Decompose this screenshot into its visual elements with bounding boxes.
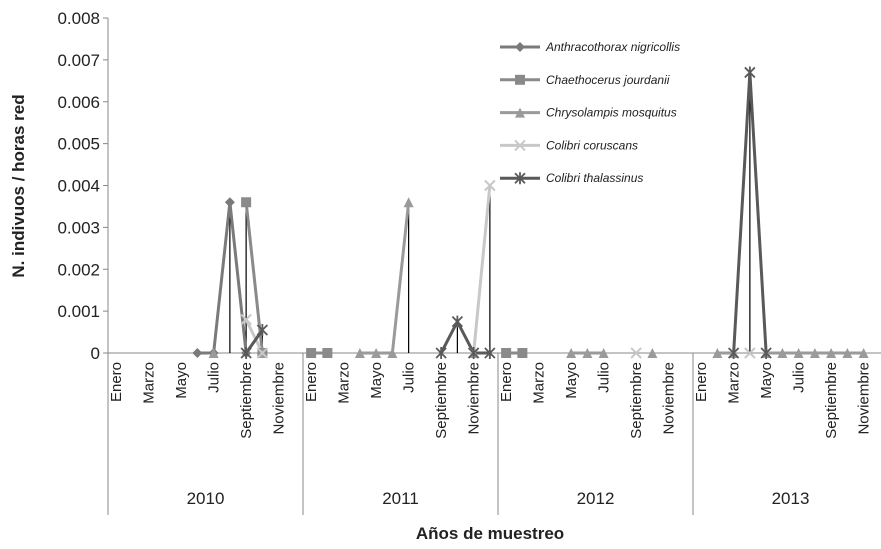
- y-tick-label: 0.005: [57, 135, 100, 154]
- x-tick-label: Enero: [693, 362, 710, 402]
- marker: [514, 139, 526, 152]
- x-tick-label: Noviembre: [466, 362, 483, 435]
- group-label: 2010: [187, 489, 225, 508]
- marker: [467, 347, 480, 359]
- x-tick-label: Mayo: [758, 362, 775, 399]
- marker: [484, 179, 496, 192]
- marker: [760, 347, 772, 359]
- marker: [224, 197, 235, 208]
- series-line: [472, 185, 492, 354]
- legend-label: Colibri coruscans: [546, 138, 638, 152]
- marker: [387, 348, 398, 358]
- legend-label: Anthracothorax nigricollis: [545, 40, 680, 54]
- marker: [842, 348, 853, 358]
- marker: [515, 74, 525, 85]
- x-tick-label: Julio: [206, 362, 223, 393]
- legend-label: Chrysolampis mosquitus: [546, 106, 677, 120]
- x-tick-label: Septiembre: [823, 362, 840, 439]
- marker: [306, 348, 317, 358]
- y-tick-label: 0.008: [57, 9, 100, 28]
- marker: [647, 348, 658, 358]
- y-tick-label: 0.001: [57, 302, 100, 321]
- x-tick-label: Marzo: [531, 362, 548, 404]
- group-label: 2013: [772, 489, 810, 508]
- x-tick-label: Enero: [498, 362, 515, 402]
- y-tick-label: 0.003: [57, 218, 100, 237]
- series-line: [439, 318, 490, 355]
- y-tick-label: 0.002: [57, 260, 100, 279]
- group-label: 2012: [577, 489, 615, 508]
- marker: [517, 348, 528, 358]
- group-label: 2011: [382, 489, 419, 508]
- y-tick-label: 0.007: [57, 51, 100, 70]
- x-tick-label: Enero: [303, 362, 320, 402]
- x-tick-label: Marzo: [141, 362, 158, 404]
- x-tick-label: Septiembre: [238, 362, 255, 439]
- marker: [744, 66, 756, 79]
- marker: [256, 323, 269, 336]
- marker: [744, 347, 756, 359]
- legend-label: Chaethocerus jourdanii: [546, 73, 670, 87]
- marker: [256, 347, 269, 359]
- series-line: [244, 318, 264, 354]
- y-tick-label: 0: [91, 344, 100, 363]
- series-line: [359, 202, 411, 355]
- marker: [240, 347, 252, 359]
- marker: [241, 197, 252, 208]
- marker: [354, 348, 365, 358]
- y-tick-label: 0.006: [57, 93, 100, 112]
- x-tick-label: Septiembre: [433, 362, 450, 439]
- y-tick-label: 0.004: [57, 177, 100, 196]
- x-tick-label: Mayo: [173, 362, 190, 399]
- marker: [484, 347, 496, 359]
- marker: [240, 313, 252, 326]
- marker: [582, 348, 593, 358]
- marker: [435, 347, 447, 359]
- marker: [501, 348, 512, 358]
- marker: [514, 172, 526, 185]
- x-tick-label: Noviembre: [271, 362, 288, 435]
- series-line: [197, 202, 248, 355]
- series-line: [244, 202, 264, 354]
- x-tick-label: Marzo: [726, 362, 743, 404]
- x-tick-label: Septiembre: [628, 362, 645, 439]
- marker: [192, 348, 203, 358]
- marker: [630, 347, 642, 359]
- marker: [712, 348, 723, 358]
- marker: [826, 348, 837, 358]
- marker: [515, 42, 525, 52]
- y-axis-title: N. indivuos / horas red: [9, 94, 28, 277]
- marker: [403, 197, 414, 208]
- marker: [598, 348, 609, 358]
- marker: [727, 347, 740, 359]
- x-tick-label: Mayo: [368, 362, 385, 399]
- x-axis-title: Años de muestreo: [416, 524, 564, 543]
- marker: [793, 348, 804, 358]
- marker: [208, 348, 219, 358]
- marker: [858, 348, 869, 358]
- marker: [809, 348, 820, 358]
- marker: [322, 348, 333, 358]
- marker: [777, 348, 788, 358]
- marker: [371, 348, 382, 358]
- legend: Anthracothorax nigricollis Chaethocerus j…: [500, 40, 680, 185]
- x-tick-label: Julio: [791, 362, 808, 393]
- marker: [451, 315, 464, 328]
- x-tick-label: Julio: [401, 362, 418, 393]
- marker: [515, 107, 525, 118]
- x-tick-label: Mayo: [563, 362, 580, 399]
- x-tick-label: Julio: [596, 362, 613, 393]
- marker: [566, 348, 577, 358]
- x-tick-label: Noviembre: [661, 362, 678, 435]
- legend-label: Colibri thalassinus: [546, 171, 643, 185]
- x-tick-label: Enero: [108, 362, 125, 402]
- x-tick-label: Marzo: [336, 362, 353, 404]
- x-tick-label: Noviembre: [856, 362, 873, 435]
